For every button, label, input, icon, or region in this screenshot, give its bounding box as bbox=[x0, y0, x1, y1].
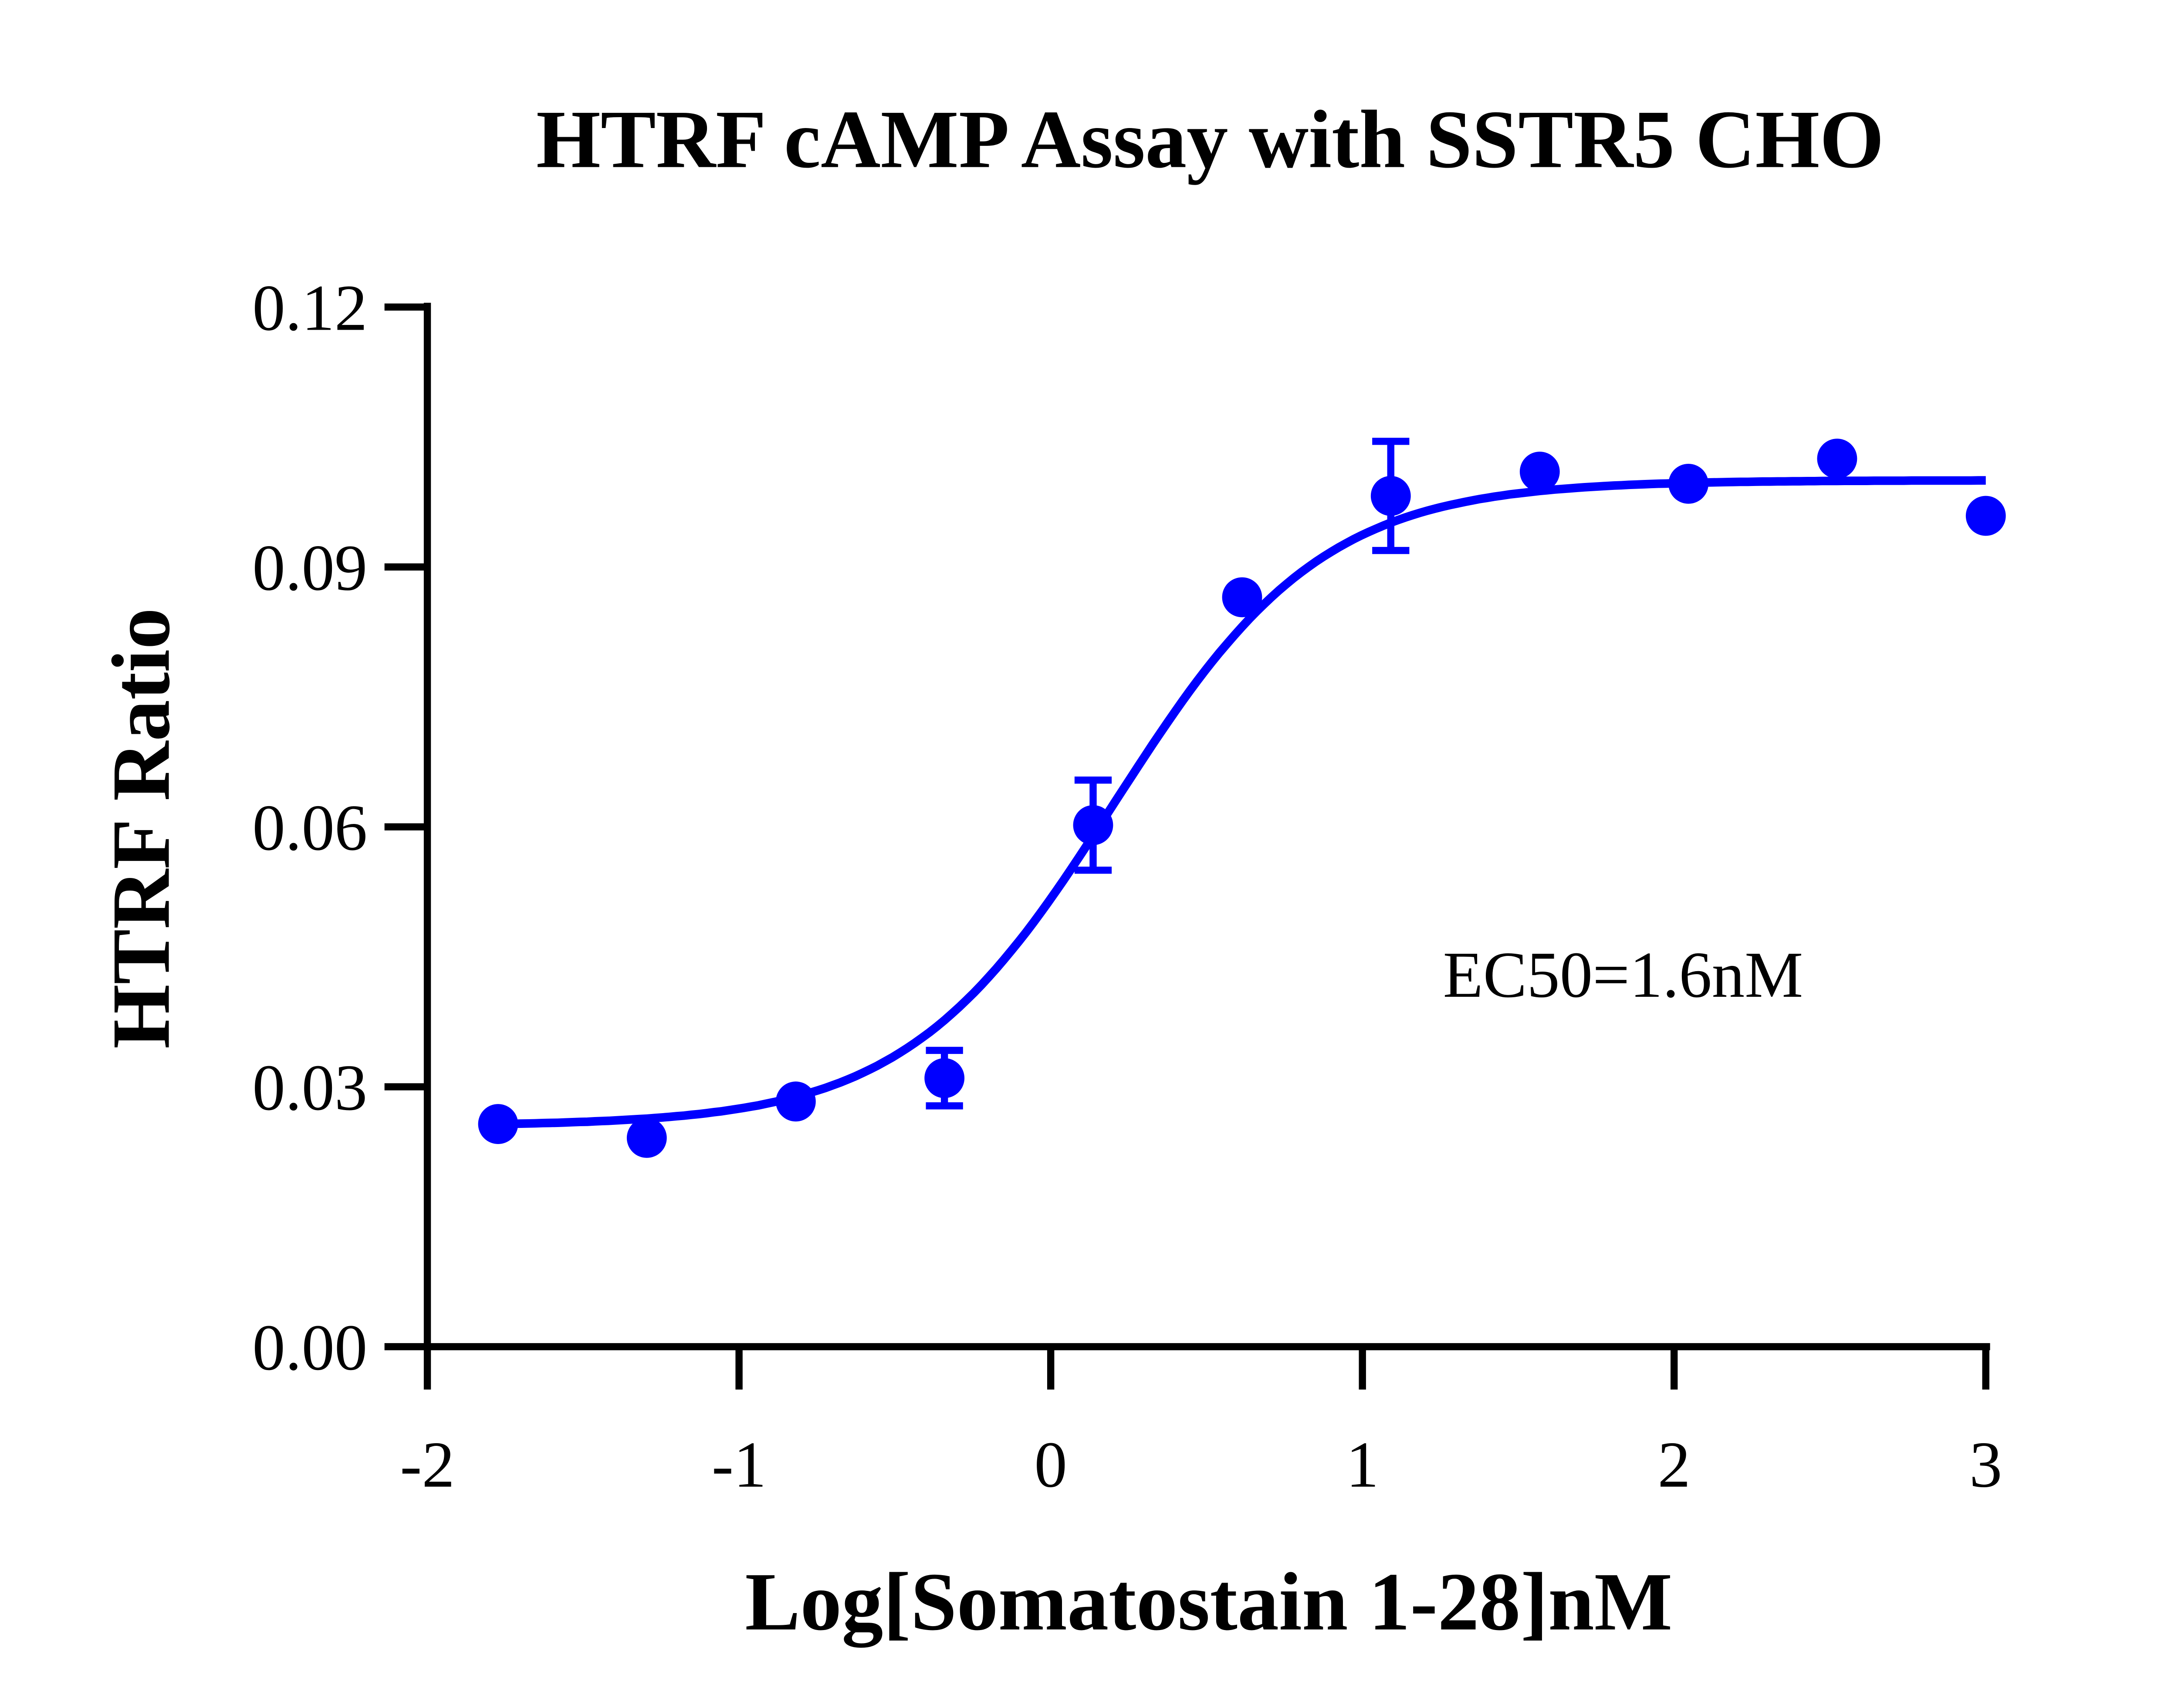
ec50-annotation: EC50=1.6nM bbox=[1443, 938, 1803, 1011]
chart-title: HTRF cAMP Assay with SSTR5 CHO bbox=[536, 94, 1884, 186]
x-tick-label: 0 bbox=[1034, 1428, 1067, 1501]
data-point bbox=[1222, 577, 1262, 618]
data-marks bbox=[478, 438, 2006, 1158]
data-point bbox=[478, 1104, 518, 1144]
x-tick-label: 3 bbox=[1969, 1428, 2002, 1501]
y-tick-label: 0.03 bbox=[252, 1051, 367, 1124]
x-tick-label: 2 bbox=[1658, 1428, 1691, 1501]
x-tick-label: 1 bbox=[1346, 1428, 1379, 1501]
fit-curve bbox=[498, 476, 1986, 1128]
data-point bbox=[1370, 476, 1411, 516]
x-tick-label: -1 bbox=[712, 1428, 767, 1501]
y-tick-label: 0.09 bbox=[252, 531, 367, 604]
data-point bbox=[775, 1081, 816, 1122]
data-point bbox=[1519, 452, 1560, 492]
x-axis-label: Log[Somatostain 1-28]nM bbox=[745, 1556, 1672, 1648]
x-tick-label: -2 bbox=[400, 1428, 455, 1501]
data-point bbox=[626, 1117, 667, 1158]
axes: 0.00 0.03 0.06 0.09 0.12 -2 -1 0 1 2 3 bbox=[252, 272, 2002, 1501]
data-point bbox=[924, 1058, 965, 1098]
data-point bbox=[1965, 496, 2006, 536]
data-point bbox=[1073, 805, 1113, 845]
y-tick-label: 0.12 bbox=[252, 272, 367, 344]
y-tick-label: 0.06 bbox=[252, 791, 367, 864]
y-tick-label: 0.00 bbox=[252, 1311, 367, 1384]
data-point bbox=[1668, 463, 1709, 504]
y-axis-label: HTRF Ratio bbox=[96, 608, 187, 1049]
data-point bbox=[1817, 439, 1857, 479]
